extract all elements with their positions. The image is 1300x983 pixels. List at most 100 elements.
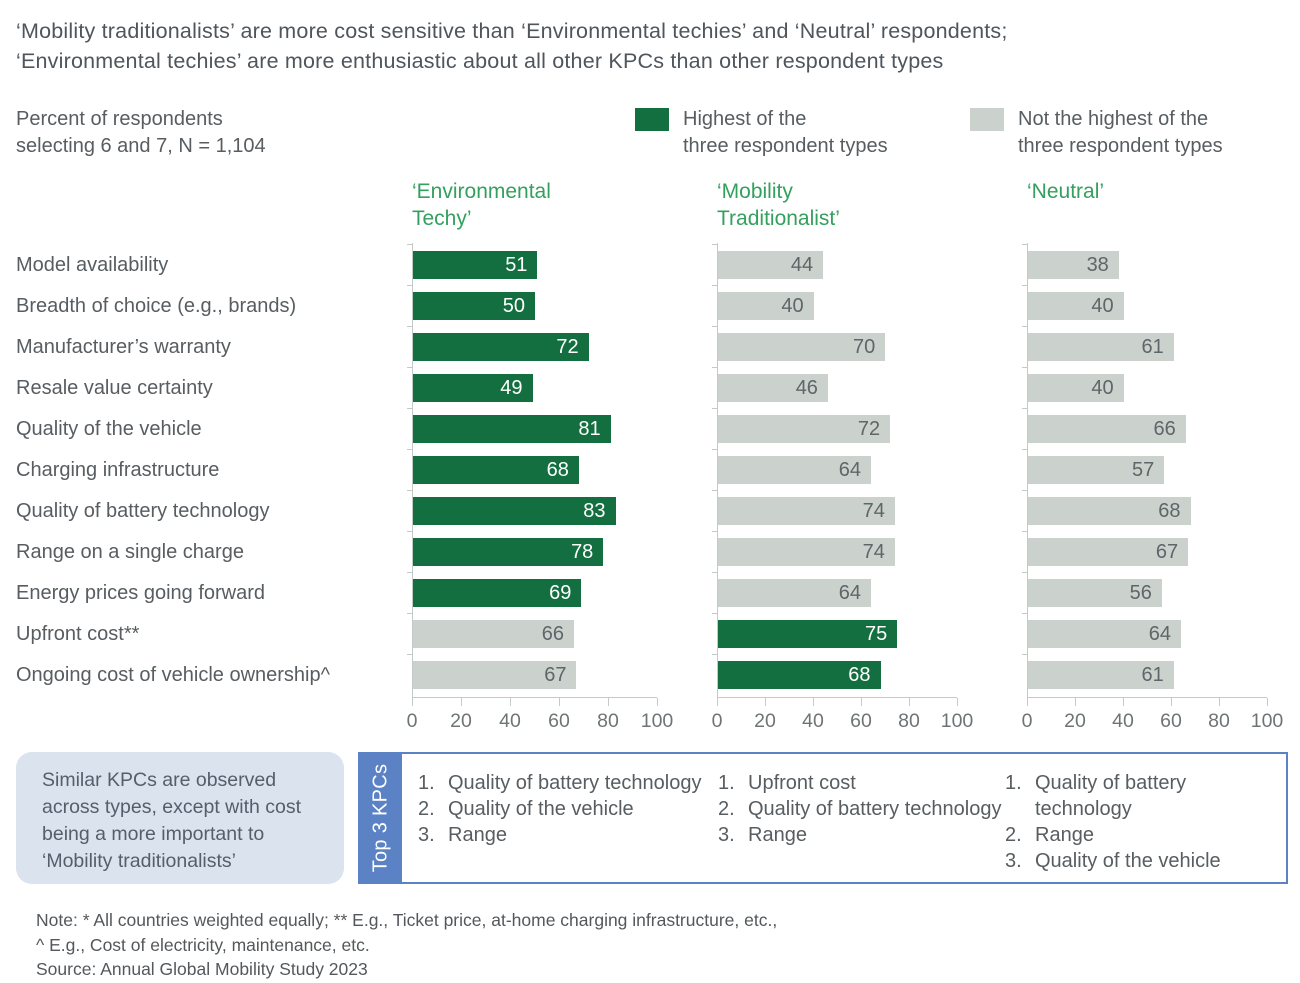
- bar-row: 66: [407, 613, 657, 648]
- bar-row: 67: [1022, 531, 1267, 566]
- category-label: Manufacturer’s warranty: [16, 336, 231, 358]
- bar-value-label: 50: [502, 294, 525, 317]
- bar-value-label: 72: [556, 335, 579, 358]
- bar-row: 61: [1022, 654, 1267, 689]
- bar-value-label: 66: [541, 622, 565, 645]
- top3-item: Upfront cost: [718, 770, 856, 796]
- column-header-environmental-techy: ‘Environmental Techy’: [412, 180, 551, 230]
- bar-row: 74: [712, 490, 957, 525]
- bar-row: 78: [407, 531, 657, 566]
- bar-not-highest: 61: [1028, 333, 1174, 361]
- bar-value-label: 83: [583, 499, 606, 522]
- bar-value-label: 68: [848, 663, 871, 686]
- bar-row: 57: [1022, 449, 1267, 484]
- bar-row: 44: [712, 244, 957, 279]
- axis-tick: [510, 698, 511, 706]
- bar-not-highest: 66: [413, 620, 575, 648]
- bar-value-label: 67: [1155, 540, 1179, 563]
- axis-tick-label: 100: [940, 710, 974, 732]
- bar-row: 83: [407, 490, 657, 525]
- axis-tick: [717, 698, 718, 706]
- bar-value-label: 56: [1129, 581, 1152, 604]
- bar-highest: 78: [413, 538, 604, 566]
- bar-row: 72: [712, 408, 957, 443]
- bar-value-label: 75: [865, 622, 888, 645]
- legend-swatch-highest: [635, 108, 669, 131]
- column-header-neutral: ‘Neutral’: [1027, 180, 1105, 203]
- bar-row: 64: [712, 572, 957, 607]
- category-column-spacer: [16, 178, 396, 251]
- category-label: Energy prices going forward: [16, 582, 266, 604]
- legend-label-not-highest: Not the highest of the three respondent …: [1018, 108, 1223, 157]
- bar-not-highest: 64: [718, 456, 871, 484]
- bar-row: 75: [712, 613, 957, 648]
- bar-row: 50: [407, 285, 657, 320]
- bar-row: 61: [1022, 326, 1267, 361]
- bar-value-label: 57: [1131, 458, 1155, 481]
- slide-title: ‘Mobility traditionalists’ are more cost…: [16, 16, 1300, 76]
- bar-not-highest: 44: [718, 251, 824, 279]
- axis-tick: [1075, 698, 1076, 706]
- bar-value-label: 68: [546, 458, 569, 481]
- category-label: Resale value certainty: [16, 377, 213, 399]
- axis-tick: [1171, 698, 1172, 706]
- axis-tick: [412, 698, 413, 706]
- top3-item: Range: [1005, 822, 1094, 848]
- axis-tick-label: 0: [711, 710, 723, 732]
- footnote-line2: ^ E.g., Cost of electricity, maintenance…: [36, 934, 370, 955]
- axis-tick: [861, 698, 862, 706]
- bar-value-label: 61: [1141, 663, 1164, 686]
- legend-swatch-not-highest: [970, 108, 1004, 131]
- bar-not-highest: 57: [1028, 456, 1165, 484]
- bar-value-label: 51: [505, 253, 528, 276]
- bar-not-highest: 40: [718, 292, 814, 320]
- axis-tick: [1027, 698, 1028, 706]
- axis-tick: [461, 698, 462, 706]
- axis-tick: [1123, 698, 1124, 706]
- top3-item: Quality of battery technology: [418, 770, 702, 796]
- bar-not-highest: 66: [1028, 415, 1186, 443]
- top3-kpcs-content: Quality of battery technology Quality of …: [402, 754, 1286, 882]
- legend-item-not-highest: Not the highest of the three respondent …: [970, 106, 1223, 160]
- bar-not-highest: 72: [718, 415, 891, 443]
- bar-not-highest: 64: [718, 579, 871, 607]
- category-label: Quality of battery technology: [16, 500, 270, 522]
- bar-value-label: 81: [578, 417, 601, 440]
- axis-tick: [1267, 698, 1268, 706]
- bar-not-highest: 40: [1028, 292, 1124, 320]
- bar-row: 69: [407, 572, 657, 607]
- bar-chart: Model availability Breadth of choice (e.g…: [16, 178, 1300, 733]
- slide-title-line1: ‘Mobility traditionalists’ are more cost…: [16, 19, 1008, 43]
- category-label: Charging infrastructure: [16, 459, 220, 481]
- bar-value-label: 64: [838, 581, 861, 604]
- bar-row: 51: [407, 244, 657, 279]
- axis-tick-label: 0: [1021, 710, 1033, 732]
- legend-item-highest: Highest of the three respondent types: [635, 106, 888, 160]
- insight-callout: Similar KPCs are observed across types, …: [16, 752, 344, 884]
- bar-value-label: 40: [1091, 376, 1114, 399]
- bar-value-label: 46: [795, 376, 818, 399]
- bar-row: 46: [712, 367, 957, 402]
- top3-item: Quality of battery technology: [718, 796, 1002, 822]
- bar-not-highest: 40: [1028, 374, 1124, 402]
- chart-subtitle: Percent of respondents selecting 6 and 7…: [16, 108, 266, 157]
- bar-value-label: 49: [500, 376, 523, 399]
- axis-tick-label: 60: [1160, 710, 1182, 732]
- bar-highest: 72: [413, 333, 589, 361]
- bar-value-label: 44: [790, 253, 814, 276]
- bar-row: 40: [712, 285, 957, 320]
- category-labels-column: Model availability Breadth of choice (e.g…: [16, 178, 396, 733]
- top3-kpcs-tab-label: Top 3 KPCs: [369, 763, 392, 873]
- chart-column-mobility-traditionalist: ‘Mobility Traditionalist’ 44 40 70 46 72 64 74…: [712, 178, 974, 733]
- bar-value-label: 74: [862, 499, 885, 522]
- bar-not-highest: 67: [413, 661, 577, 689]
- bar-row: 66: [1022, 408, 1267, 443]
- bar-value-label: 66: [1153, 417, 1176, 440]
- axis-tick-label: 0: [406, 710, 418, 732]
- bar-not-highest: 64: [1028, 620, 1181, 648]
- bar-value-label: 69: [549, 581, 572, 604]
- bar-not-highest: 38: [1028, 251, 1119, 279]
- bar-value-label: 64: [838, 458, 861, 481]
- top3-kpcs-box: Top 3 KPCs Quality of battery technology…: [358, 752, 1288, 884]
